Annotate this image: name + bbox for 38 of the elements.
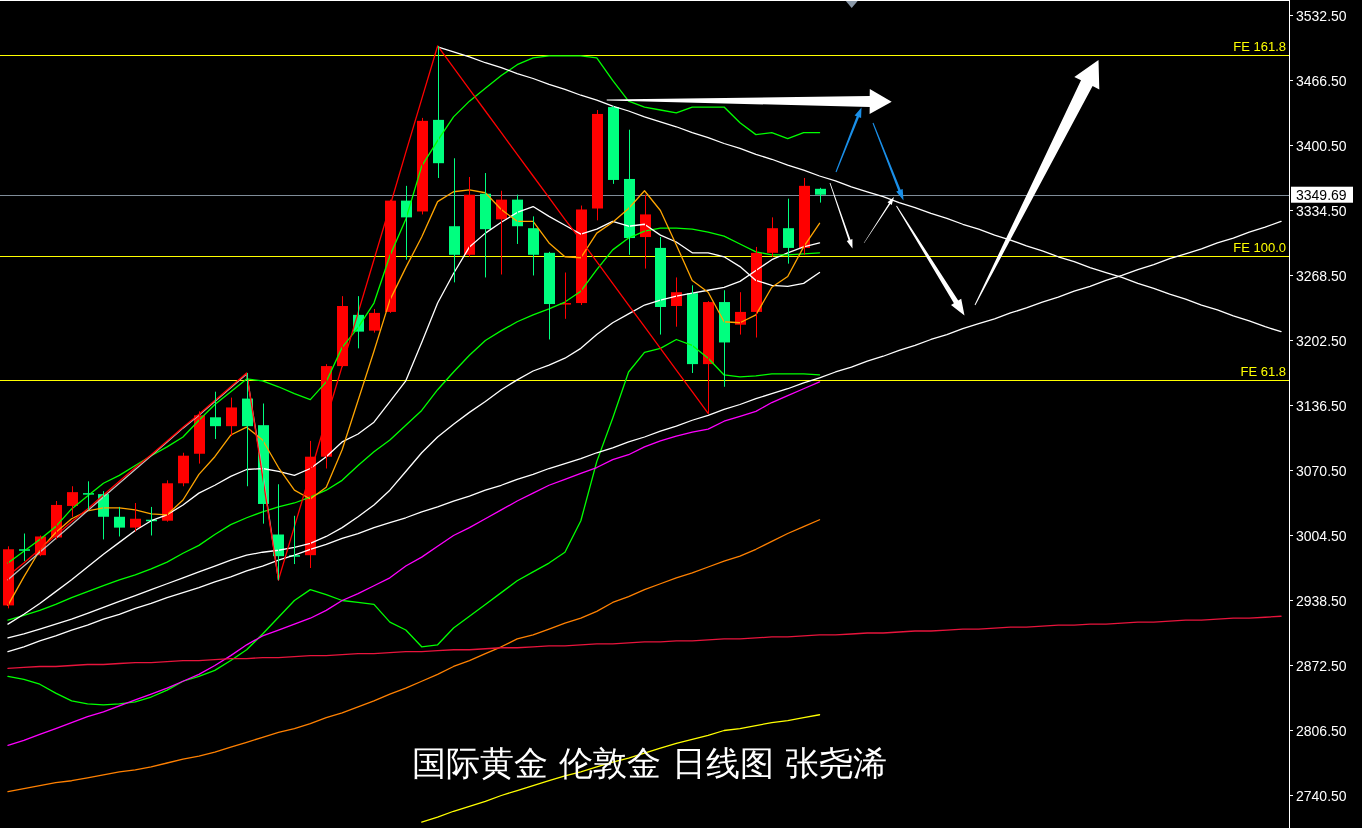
candlestick <box>592 109 603 221</box>
text: 3349.69 <box>1296 186 1347 203</box>
candlestick <box>544 251 555 340</box>
y-tick-label: 2740.50 <box>1296 787 1347 804</box>
ref-line-label: FE 161.8 <box>1233 39 1286 55</box>
y-tick-label: 2938.50 <box>1296 592 1347 609</box>
candlestick <box>19 533 30 562</box>
line-series <box>7 381 821 746</box>
y-tick-label: 2806.50 <box>1296 722 1347 739</box>
candlestick <box>783 198 794 265</box>
y-tick-label: 3202.50 <box>1296 332 1347 349</box>
candlestick <box>130 502 141 533</box>
y-tick-label: 3070.50 <box>1296 462 1347 479</box>
ref-line-label: FE 61.8 <box>1240 364 1286 380</box>
y-tick-label: 3334.50 <box>1296 202 1347 219</box>
line-series <box>7 55 821 564</box>
candlestick <box>114 506 125 537</box>
candlestick <box>226 397 237 437</box>
y-tick-label: 3466.50 <box>1296 72 1347 89</box>
line-series <box>7 519 821 793</box>
candlestick <box>528 215 539 276</box>
candlestick <box>767 216 778 258</box>
line-series <box>7 338 821 706</box>
y-tick-label: 3400.50 <box>1296 137 1347 154</box>
candlestick <box>560 272 571 320</box>
candlestick <box>815 187 826 204</box>
candlestick <box>449 157 460 283</box>
line-series <box>7 615 1282 670</box>
y-tick-label: 3004.50 <box>1296 527 1347 544</box>
y-tick-label: 3532.50 <box>1296 7 1347 24</box>
candlestick <box>83 480 94 511</box>
y-tick-label: 3136.50 <box>1296 397 1347 414</box>
candlestick <box>369 308 380 334</box>
y-tick-label: 2872.50 <box>1296 657 1347 674</box>
candlestick <box>210 391 221 440</box>
y-tick-label: 3268.50 <box>1296 267 1347 284</box>
ref-line-label: FE 100.0 <box>1233 240 1286 256</box>
candlestick <box>608 105 619 185</box>
